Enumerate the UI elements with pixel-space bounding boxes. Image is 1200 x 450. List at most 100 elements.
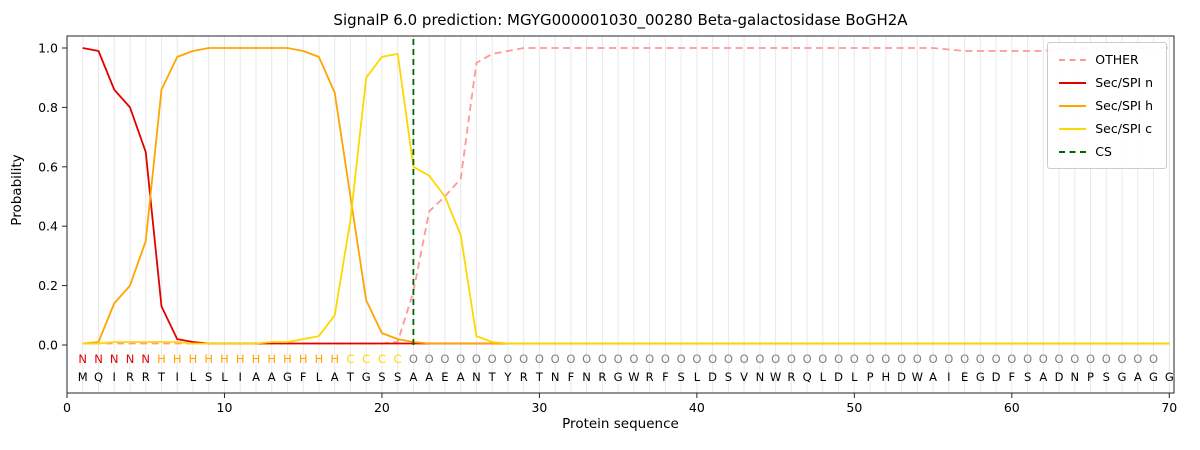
region-letter: O bbox=[661, 352, 670, 366]
series-line-sec-spi-h bbox=[82, 47, 1170, 345]
sequence-letter: L bbox=[851, 370, 858, 384]
sequence-letter: L bbox=[316, 370, 323, 384]
y-tick-label: 0.8 bbox=[38, 100, 58, 115]
sequence-letter: G bbox=[283, 370, 292, 384]
legend-label: Sec/SPI c bbox=[1095, 121, 1152, 136]
region-letter: O bbox=[1007, 352, 1016, 366]
sequence-letter: T bbox=[346, 370, 355, 384]
sequence-letter: L bbox=[820, 370, 827, 384]
region-letter: O bbox=[472, 352, 481, 366]
sequence-letter: A bbox=[425, 370, 433, 384]
sequence-letter: S bbox=[677, 370, 684, 384]
region-letter: C bbox=[362, 352, 370, 366]
region-letter: O bbox=[881, 352, 890, 366]
plot-border bbox=[66, 35, 1175, 394]
region-letter: O bbox=[1054, 352, 1063, 366]
sequence-letter: M bbox=[78, 370, 88, 384]
sequence-letter: R bbox=[646, 370, 654, 384]
sequence-letter: W bbox=[770, 370, 781, 384]
region-letter: N bbox=[126, 352, 135, 366]
legend-item-sec-spi-c: Sec/SPI c bbox=[1059, 121, 1153, 136]
region-letter: H bbox=[330, 352, 339, 366]
sequence-letter: I bbox=[112, 370, 115, 384]
sequence-letter: G bbox=[1118, 370, 1127, 384]
x-tick-label: 50 bbox=[846, 400, 862, 415]
region-letter: O bbox=[1149, 352, 1158, 366]
sequence-letter: A bbox=[1134, 370, 1142, 384]
sequence-letter: A bbox=[1039, 370, 1047, 384]
sequence-letter: G bbox=[1149, 370, 1158, 384]
x-tick-label: 70 bbox=[1161, 400, 1177, 415]
sequence-letter: R bbox=[142, 370, 150, 384]
region-letter: H bbox=[204, 352, 213, 366]
region-letter: O bbox=[488, 352, 497, 366]
sequence-letter: Q bbox=[94, 370, 103, 384]
region-letter: H bbox=[299, 352, 308, 366]
sequence-letter: S bbox=[205, 370, 212, 384]
region-letter: O bbox=[960, 352, 969, 366]
region-letter: N bbox=[110, 352, 119, 366]
sequence-letter: W bbox=[628, 370, 639, 384]
legend-line-sample-sec-spi-h bbox=[1059, 104, 1087, 107]
region-letter: O bbox=[1023, 352, 1032, 366]
sequence-letter: G bbox=[1165, 370, 1174, 384]
sequence-letter: I bbox=[238, 370, 241, 384]
region-letter: O bbox=[598, 352, 607, 366]
legend-item-sec-spi-h: Sec/SPI h bbox=[1059, 98, 1153, 113]
region-letter: O bbox=[692, 352, 701, 366]
sequence-letter: Q bbox=[803, 370, 812, 384]
region-letter: O bbox=[724, 352, 733, 366]
sequence-letter: S bbox=[378, 370, 385, 384]
region-letter: O bbox=[834, 352, 843, 366]
sequence-letter: R bbox=[787, 370, 795, 384]
sequence-letter: D bbox=[897, 370, 906, 384]
x-tick-label: 10 bbox=[217, 400, 233, 415]
region-letter: O bbox=[740, 352, 749, 366]
region-letter: N bbox=[94, 352, 103, 366]
region-letter: O bbox=[1070, 352, 1079, 366]
sequence-letter: N bbox=[551, 370, 560, 384]
region-letter: O bbox=[897, 352, 906, 366]
region-letter: H bbox=[315, 352, 324, 366]
region-letter: H bbox=[173, 352, 182, 366]
region-letter: H bbox=[189, 352, 198, 366]
sequence-letter: N bbox=[472, 370, 481, 384]
y-tick-label: 0.4 bbox=[38, 219, 58, 234]
region-letter: O bbox=[866, 352, 875, 366]
sequence-letter: E bbox=[961, 370, 968, 384]
region-letter: O bbox=[913, 352, 922, 366]
region-letter: C bbox=[378, 352, 386, 366]
x-tick-label: 0 bbox=[63, 400, 71, 415]
sequence-letter: D bbox=[1055, 370, 1064, 384]
region-letter: O bbox=[440, 352, 449, 366]
region-letter: N bbox=[141, 352, 150, 366]
sequence-letter: A bbox=[268, 370, 276, 384]
x-axis-label: Protein sequence bbox=[562, 416, 679, 432]
sequence-letter: T bbox=[157, 370, 166, 384]
chart-title: SignalP 6.0 prediction: MGYG000001030_00… bbox=[333, 11, 908, 29]
region-letter: O bbox=[818, 352, 827, 366]
region-letter: H bbox=[283, 352, 292, 366]
y-tick-label: 0.6 bbox=[38, 159, 58, 174]
legend-item-other: OTHER bbox=[1059, 52, 1153, 67]
sequence-letter: S bbox=[725, 370, 732, 384]
region-letter: O bbox=[1086, 352, 1095, 366]
legend-item-cs: CS bbox=[1059, 144, 1153, 159]
sequence-letter: H bbox=[881, 370, 890, 384]
region-letter: O bbox=[1117, 352, 1126, 366]
region-letter: H bbox=[236, 352, 245, 366]
legend-line-sample-sec-spi-c bbox=[1059, 127, 1087, 130]
sequence-letter: D bbox=[834, 370, 843, 384]
region-letter: O bbox=[850, 352, 859, 366]
sequence-letter: R bbox=[126, 370, 134, 384]
region-letter: O bbox=[1039, 352, 1048, 366]
region-letter: O bbox=[708, 352, 717, 366]
region-letter: O bbox=[929, 352, 938, 366]
region-letter: C bbox=[346, 352, 354, 366]
sequence-letter: G bbox=[362, 370, 371, 384]
region-letter: O bbox=[645, 352, 654, 366]
series-line-other bbox=[82, 47, 1170, 345]
x-tick-label: 60 bbox=[1004, 400, 1020, 415]
region-letter: O bbox=[519, 352, 528, 366]
